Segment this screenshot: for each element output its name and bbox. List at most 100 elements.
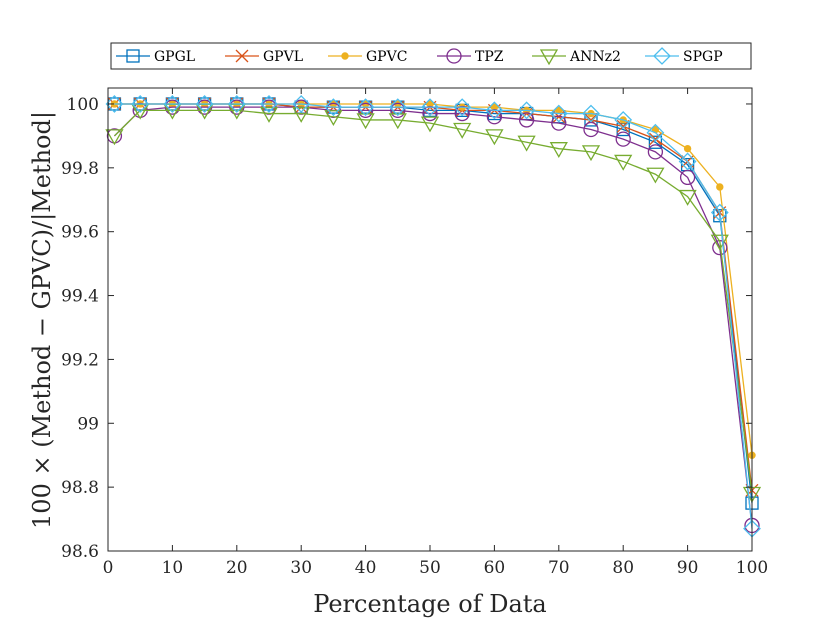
data-point-spgp bbox=[260, 95, 278, 113]
y-tick-label: 99.6 bbox=[61, 223, 99, 243]
legend-label-spgp: SPGP bbox=[683, 49, 723, 65]
legend-label-tpz: TPZ bbox=[475, 49, 504, 65]
x-tick-label: 60 bbox=[484, 558, 506, 578]
y-tick-label: 99.2 bbox=[61, 350, 99, 370]
data-point-annz2 bbox=[678, 189, 697, 206]
data-point-annz2 bbox=[485, 129, 504, 146]
data-point-gpgl bbox=[648, 135, 663, 149]
data-point-annz2 bbox=[549, 142, 568, 158]
y-tick-label: 99 bbox=[77, 414, 99, 434]
data-point-spgp bbox=[614, 111, 633, 129]
data-point-spgp bbox=[292, 95, 311, 113]
data-point-spgp bbox=[710, 203, 729, 222]
data-point-spgp bbox=[485, 101, 504, 120]
data-point-annz2 bbox=[646, 167, 665, 184]
data-point-spgp bbox=[517, 101, 536, 120]
data-point-annz2 bbox=[581, 145, 601, 162]
data-point-gpvc bbox=[683, 144, 692, 153]
x-axis-label: Percentage of Data bbox=[313, 590, 546, 618]
data-point-annz2 bbox=[356, 113, 375, 130]
data-point-annz2 bbox=[105, 129, 124, 146]
data-point-spgp bbox=[678, 152, 697, 171]
x-tick-label: 10 bbox=[162, 558, 184, 578]
y-tick-label: 98.6 bbox=[61, 542, 99, 562]
data-point-spgp bbox=[105, 95, 124, 113]
data-point-annz2 bbox=[453, 122, 472, 139]
x-tick-label: 100 bbox=[736, 558, 768, 578]
y-tick-label: 99.4 bbox=[61, 287, 99, 307]
data-point-annz2 bbox=[517, 135, 536, 152]
series-line-spgp bbox=[114, 103, 753, 529]
legend-entry-annz2: ANNz2 bbox=[532, 49, 621, 66]
plot-area bbox=[108, 88, 752, 551]
data-point-tpz bbox=[551, 115, 567, 131]
data-point-gpgl bbox=[713, 209, 727, 223]
data-point-spgp bbox=[356, 98, 375, 117]
data-point-spgp bbox=[453, 98, 472, 117]
legend-marker-tpz bbox=[446, 48, 462, 64]
series-line-tpz bbox=[113, 106, 753, 526]
legend-entry-spgp: SPGP bbox=[645, 47, 723, 65]
y-tick-label: 100 bbox=[67, 95, 99, 115]
x-tick-label: 90 bbox=[677, 558, 699, 578]
legend-label-gpgl: GPGL bbox=[154, 49, 195, 65]
legend: GPGL GPVL GPVC TPZ ANNz2 SPGP bbox=[110, 42, 752, 70]
data-point-annz2 bbox=[259, 106, 279, 123]
axes-layer: 0 10 20 30 40 50 60 70 80 90 100 98.6 98.8 99 99.2 99.4… bbox=[61, 87, 768, 578]
x-tick-label: 30 bbox=[290, 558, 312, 578]
x-tick-label: 80 bbox=[612, 558, 634, 578]
x-tick-label: 0 bbox=[103, 558, 114, 578]
data-point-annz2 bbox=[420, 116, 440, 133]
legend-entry-gpvl: GPVL bbox=[225, 49, 303, 65]
data-point-gpvl bbox=[648, 132, 662, 146]
data-point-tpz bbox=[615, 131, 631, 147]
data-layer bbox=[105, 95, 762, 538]
data-point-tpz bbox=[583, 121, 599, 138]
data-point-tpz bbox=[390, 102, 406, 119]
series-spgp bbox=[105, 95, 761, 538]
data-point-tpz bbox=[357, 102, 374, 119]
series-line-annz2 bbox=[113, 109, 753, 494]
y-axis-label: 100 × (Method − GPVC)/|Method| bbox=[28, 111, 57, 529]
data-point-annz2 bbox=[710, 234, 729, 251]
y-tick-label: 98.8 bbox=[61, 478, 99, 498]
data-point-spgp bbox=[549, 104, 568, 123]
data-point-spgp bbox=[388, 98, 407, 117]
legend-marker-spgp bbox=[653, 47, 671, 65]
legend-marker-annz2 bbox=[539, 49, 559, 66]
data-point-gpvc bbox=[716, 183, 724, 191]
legend-marker-gpgl bbox=[126, 49, 140, 63]
data-point-annz2 bbox=[614, 154, 633, 171]
x-tick-label: 50 bbox=[419, 558, 441, 578]
data-point-spgp bbox=[582, 104, 600, 123]
x-tick-label: 20 bbox=[226, 558, 248, 578]
data-point-spgp bbox=[421, 98, 439, 117]
data-point-spgp bbox=[195, 95, 214, 113]
data-point-tpz bbox=[679, 169, 696, 186]
x-tick-label: 40 bbox=[355, 558, 377, 578]
data-point-tpz bbox=[647, 144, 664, 160]
data-point-tpz bbox=[518, 112, 535, 128]
legend-entry-gpgl: GPGL bbox=[116, 49, 195, 65]
legend-entry-gpvc: GPVC bbox=[328, 49, 407, 65]
data-point-spgp bbox=[324, 98, 343, 117]
legend-label-annz2: ANNz2 bbox=[569, 49, 621, 65]
legend-entry-tpz: TPZ bbox=[437, 48, 504, 65]
data-point-annz2 bbox=[292, 106, 311, 123]
legend-marker-gpvl bbox=[235, 49, 249, 63]
legend-marker-gpvc bbox=[341, 52, 349, 60]
data-point-annz2 bbox=[324, 110, 343, 127]
data-point-spgp bbox=[163, 95, 182, 113]
data-point-gpvl bbox=[616, 119, 630, 133]
legend-label-gpvl: GPVL bbox=[263, 49, 303, 65]
y-tick-label: 99.8 bbox=[61, 159, 99, 179]
data-point-spgp bbox=[227, 95, 246, 113]
data-point-spgp bbox=[646, 123, 665, 142]
data-point-annz2 bbox=[388, 113, 407, 130]
legend-label-gpvc: GPVC bbox=[366, 49, 407, 65]
x-tick-label: 70 bbox=[548, 558, 570, 578]
legend-box bbox=[110, 42, 752, 70]
series-tpz bbox=[106, 99, 760, 534]
data-point-spgp bbox=[131, 95, 150, 113]
